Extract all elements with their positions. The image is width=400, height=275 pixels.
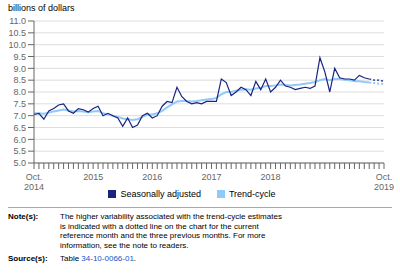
svg-text:9.0: 9.0 [13, 64, 26, 74]
html-text:Note(s):: Note(s): [8, 212, 39, 221]
html-text:Source(s):: Source(s): [8, 254, 48, 263]
svg-text:5.0: 5.0 [13, 158, 26, 168]
svg-text:6.0: 6.0 [13, 135, 26, 145]
svg-text:7.5: 7.5 [13, 99, 26, 109]
html-text:Table 34-10-0066-01.: Table 34-10-0066-01. [60, 254, 137, 263]
svg-text:11.0: 11.0 [9, 16, 26, 26]
html-text:Seasonally adjusted: Seasonally adjusted [120, 189, 201, 199]
html-text:Trend-cycle: Trend-cycle [228, 189, 276, 199]
svg-text:5.5: 5.5 [13, 146, 26, 156]
html-text:billions of dollars: billions of dollars [8, 3, 75, 13]
svg-text:2018: 2018 [261, 172, 281, 182]
svg-text:10.5: 10.5 [8, 28, 26, 38]
svg-text:9.5: 9.5 [13, 52, 26, 62]
svg-text:2016: 2016 [142, 172, 162, 182]
svg-text:8.0: 8.0 [13, 87, 26, 97]
svg-text:10.0: 10.0 [8, 40, 26, 50]
svg-text:Oct.2019: Oct.2019 [374, 172, 392, 192]
svg-text:6.5: 6.5 [13, 123, 26, 133]
svg-text:Oct.2014: Oct.2014 [24, 172, 44, 192]
svg-text:7.0: 7.0 [13, 111, 26, 121]
svg-text:2015: 2015 [83, 172, 103, 182]
html-text:The higher variability associa: The higher variability associated with t… [60, 212, 282, 250]
svg-text:2017: 2017 [201, 172, 221, 182]
svg-text:8.5: 8.5 [13, 75, 26, 85]
